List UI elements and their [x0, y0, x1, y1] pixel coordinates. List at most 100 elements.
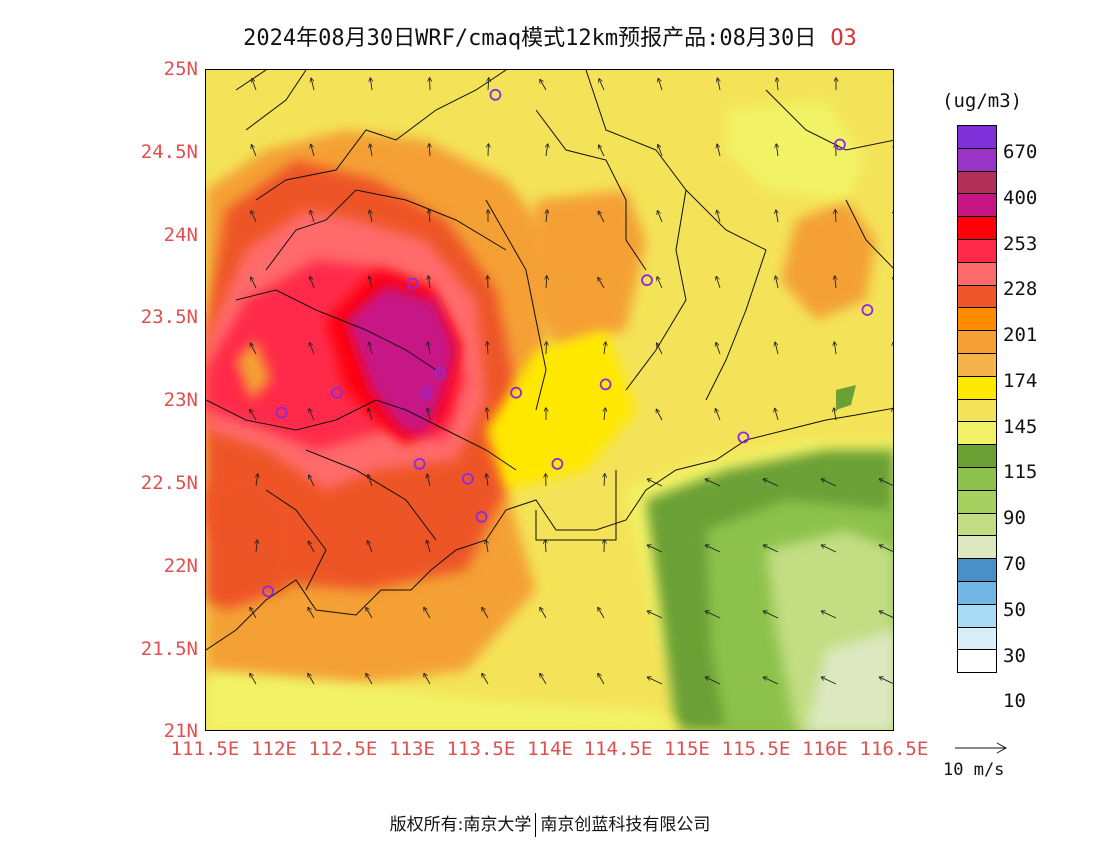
wind-vector	[656, 409, 663, 421]
station-marker[interactable]	[330, 386, 343, 399]
legend-label-400: 400	[1003, 187, 1038, 209]
wind-vector	[880, 611, 893, 619]
wind-vector	[370, 78, 372, 91]
lon-label-113-5e: 113.5E	[446, 738, 516, 760]
wind-vector	[775, 342, 779, 355]
lat-label-24-5n: 24.5N	[140, 141, 198, 163]
wind-vector	[604, 408, 605, 421]
wind-vector	[252, 145, 257, 157]
legend-swatch	[957, 604, 997, 628]
lon-label-115e: 115E	[664, 738, 710, 760]
legend-swatch	[957, 217, 997, 240]
legend-swatch	[957, 239, 997, 263]
concentration-shading	[206, 70, 893, 730]
legend-swatch	[957, 627, 997, 651]
wind-vector	[487, 408, 488, 421]
lon-label-113e: 113E	[389, 738, 435, 760]
station-marker[interactable]	[861, 304, 874, 316]
station-marker[interactable]	[434, 366, 447, 379]
wind-vector	[427, 541, 431, 553]
wind-vector	[487, 342, 488, 355]
lon-label-114-5e: 114.5E	[583, 738, 653, 760]
station-marker[interactable]	[406, 277, 419, 290]
wind-vector	[893, 408, 894, 420]
wind-vector	[310, 211, 315, 223]
station-marker[interactable]	[551, 457, 564, 470]
lon-label-112e: 112E	[251, 738, 297, 760]
footer: 版权所有:南京大学 南京创蓝科技有限公司	[0, 810, 1100, 837]
lat-label-22-5n: 22.5N	[140, 472, 198, 494]
wind-vector	[546, 210, 547, 223]
station-marker[interactable]	[461, 472, 474, 485]
legend-label-145: 145	[1003, 416, 1038, 438]
color-legend	[957, 125, 997, 674]
wind-vector	[822, 677, 837, 685]
wind-reference-label: 10 m/s	[943, 760, 1005, 780]
lon-label-116-5e: 116.5E	[859, 738, 929, 760]
station-marker[interactable]	[475, 510, 488, 523]
legend-swatch	[957, 194, 997, 218]
wind-vector	[308, 541, 315, 553]
wind-vector	[822, 545, 837, 553]
legend-swatch	[957, 559, 997, 582]
wind-vector	[482, 608, 489, 619]
legend-swatch	[957, 513, 997, 537]
wind-vector	[880, 677, 893, 685]
wind-vector	[429, 210, 430, 223]
legend-label-228: 228	[1003, 278, 1038, 300]
station-marker[interactable]	[413, 457, 426, 470]
wind-vector	[599, 145, 605, 157]
legend-label-253: 253	[1003, 233, 1038, 255]
footer-divider	[535, 813, 537, 837]
legend-swatch	[957, 353, 997, 377]
company-text: 南京创蓝科技有限公司	[540, 815, 711, 835]
wind-vector	[310, 343, 315, 355]
legend-swatch	[957, 125, 997, 149]
lat-label-22n: 22N	[163, 555, 198, 577]
legend-swatch	[957, 285, 997, 309]
station-marker[interactable]	[599, 378, 612, 391]
wind-vector	[718, 78, 721, 91]
forecast-map[interactable]	[205, 69, 894, 731]
wind-vector	[369, 343, 373, 355]
wind-vector	[366, 608, 373, 619]
units-label: (ug/m3)	[942, 90, 1023, 112]
wind-vector	[429, 144, 430, 157]
legend-label-90: 90	[1003, 507, 1026, 529]
wind-vector	[834, 408, 836, 421]
station-marker[interactable]	[489, 88, 502, 101]
coastline-boundaries	[206, 70, 893, 651]
station-marker[interactable]	[510, 386, 523, 399]
wind-vector	[764, 677, 779, 685]
map-title: 2024年08月30日WRF/cmaq模式12km预报产品:08月30日 O3	[0, 20, 1100, 52]
wind-vector	[309, 409, 315, 421]
lon-label-112-5e: 112.5E	[308, 738, 378, 760]
legend-swatch	[957, 467, 997, 491]
wind-vector	[834, 342, 836, 355]
station-marker[interactable]	[737, 431, 750, 444]
legend-swatch	[957, 171, 997, 195]
legend-label-670: 670	[1003, 141, 1038, 163]
wind-vector	[256, 474, 258, 487]
legend-swatch	[957, 422, 997, 446]
station-marker[interactable]	[834, 138, 846, 151]
legend-label-201: 201	[1003, 324, 1038, 346]
wind-vector	[648, 545, 663, 553]
wind-vector	[309, 475, 315, 487]
wind-vector	[308, 608, 315, 619]
station-marker[interactable]	[641, 274, 653, 287]
wind-vector	[368, 475, 373, 487]
wind-vector	[252, 79, 257, 91]
station-marker[interactable]	[420, 386, 433, 399]
lon-label-115-5e: 115.5E	[721, 738, 791, 760]
legend-swatch	[957, 376, 997, 400]
wind-vector	[250, 674, 257, 685]
monitoring-stations	[262, 88, 874, 598]
lat-label-21n: 21N	[163, 720, 198, 742]
wind-vector	[366, 674, 373, 685]
station-marker[interactable]	[262, 585, 274, 598]
wind-vector	[716, 277, 721, 289]
wind-vector	[428, 408, 431, 421]
station-marker[interactable]	[275, 406, 288, 419]
wind-vector	[716, 409, 721, 421]
